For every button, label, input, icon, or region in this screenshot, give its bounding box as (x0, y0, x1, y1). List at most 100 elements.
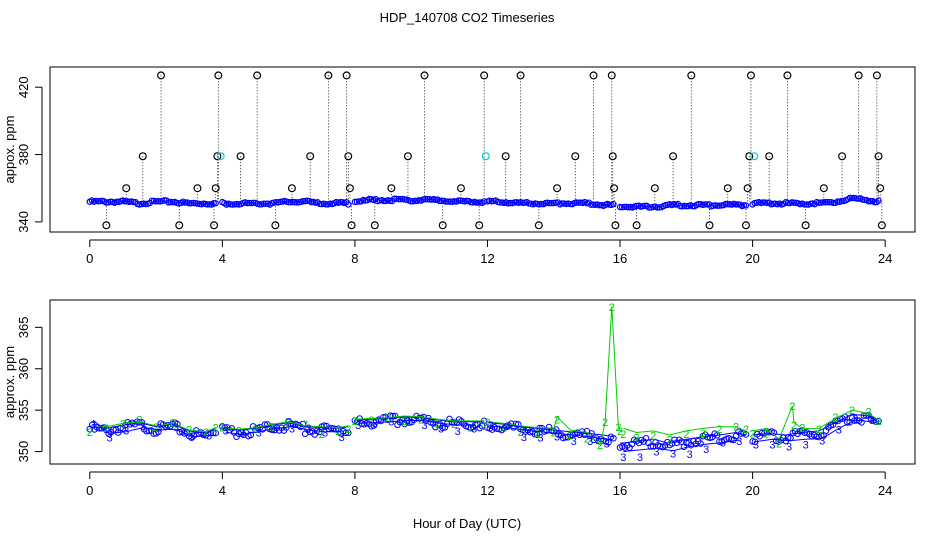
series-point-3: 3 (637, 452, 643, 464)
baseline-point (823, 198, 831, 206)
x-tick-label: 0 (86, 483, 93, 498)
series-point-3: 3 (720, 437, 726, 449)
series-line-2 (623, 426, 747, 436)
outlier-point (193, 184, 202, 193)
baseline-point (94, 197, 102, 205)
outlier-point (854, 71, 863, 80)
baseline-point (411, 197, 419, 205)
y-tick-label: 420 (16, 76, 31, 98)
series-point-2: 2 (87, 427, 93, 439)
baseline-point (826, 198, 833, 206)
series-point-3: 3 (272, 424, 278, 436)
series-point-1 (727, 436, 735, 443)
outlier-point (746, 71, 755, 80)
baseline-point (446, 198, 454, 205)
y-tick-label: 380 (16, 144, 31, 166)
series-point-3: 3 (836, 425, 842, 437)
series-point-1 (387, 412, 394, 420)
series-point-1 (110, 426, 117, 433)
series-point-1 (391, 412, 399, 420)
series-point-2: 2 (650, 431, 656, 443)
baseline-point (424, 196, 431, 203)
series-point-2: 2 (683, 429, 689, 441)
series-point-3: 3 (421, 420, 427, 432)
baseline-point (596, 202, 603, 209)
outlier-point (475, 221, 484, 230)
outlier-point (480, 71, 489, 80)
series-point-3: 3 (504, 421, 510, 433)
series-point-1 (344, 429, 352, 437)
baseline-point (558, 200, 566, 207)
series-point-1 (813, 433, 820, 440)
outlier-point (456, 184, 465, 193)
series-point-2: 2 (750, 429, 756, 441)
series-point-3: 3 (687, 449, 693, 461)
outlier-point (324, 71, 333, 80)
outlier-point (210, 221, 219, 230)
series-point-3: 3 (604, 439, 610, 451)
series-point-1 (117, 424, 124, 432)
outlier-point (610, 184, 619, 193)
series-point-2: 2 (667, 435, 673, 447)
series-point-3: 3 (322, 427, 328, 439)
series-point-1 (713, 431, 721, 439)
baseline-point (299, 197, 307, 205)
series-point-3: 3 (339, 432, 345, 444)
series-line-3 (490, 425, 607, 440)
baseline-point (322, 201, 330, 208)
series-point-1 (145, 427, 153, 435)
series-line-2 (752, 405, 879, 441)
series-point-2: 2 (219, 423, 225, 435)
y-axis-label: approx. ppm (2, 346, 17, 418)
series-point-2: 2 (620, 429, 626, 441)
series-point-2: 2 (468, 422, 474, 434)
y-tick-label: 350 (16, 441, 31, 463)
outlier-point (253, 71, 262, 80)
series-line-2 (222, 421, 349, 430)
baseline-point (610, 200, 617, 208)
baseline-point (724, 200, 731, 208)
series-point-3: 3 (471, 424, 477, 436)
series-point-2: 2 (875, 416, 881, 428)
series-point-3: 3 (189, 431, 195, 443)
series-point-3: 3 (173, 422, 179, 434)
series-point-2: 2 (743, 424, 749, 436)
baseline-point (380, 197, 388, 205)
series-line-1 (619, 431, 747, 444)
series-point-3: 3 (786, 442, 792, 454)
plot-frame (49, 299, 916, 465)
x-tick-label: 12 (480, 483, 494, 498)
baseline-point (695, 200, 702, 208)
x-tick-label: 8 (351, 483, 358, 498)
series-point-1 (209, 429, 217, 437)
outlier-point (214, 71, 223, 80)
series-point-3: 3 (803, 439, 809, 451)
baseline-point (770, 200, 777, 207)
series-point-1 (533, 431, 541, 439)
outlier-point (589, 71, 598, 80)
series-point-3: 3 (587, 436, 593, 448)
outlier-point (175, 221, 184, 230)
baseline-point (285, 198, 292, 206)
top-panel: 0 4 8 12 16 20 24 340 380 420 appox. ppm (2, 66, 916, 266)
baseline-point (815, 199, 823, 206)
series-point-1 (678, 438, 685, 446)
series-point-3: 3 (819, 435, 825, 447)
series-point-3: 3 (703, 444, 709, 456)
x-tick-label: 12 (480, 251, 494, 266)
series-point-3: 3 (405, 416, 411, 428)
outlier-point (501, 152, 510, 161)
outlier-point (211, 184, 220, 193)
series-point-1 (434, 421, 442, 428)
series-point-3: 3 (239, 428, 245, 440)
series-point-3: 3 (206, 430, 212, 442)
outlier-point (607, 71, 616, 80)
baseline-point (246, 199, 253, 207)
series-point-2: 2 (791, 420, 797, 432)
series-point-1 (737, 430, 745, 437)
series-line-3 (755, 419, 872, 443)
outlier-point (347, 221, 356, 230)
series-point-3: 3 (753, 439, 759, 451)
